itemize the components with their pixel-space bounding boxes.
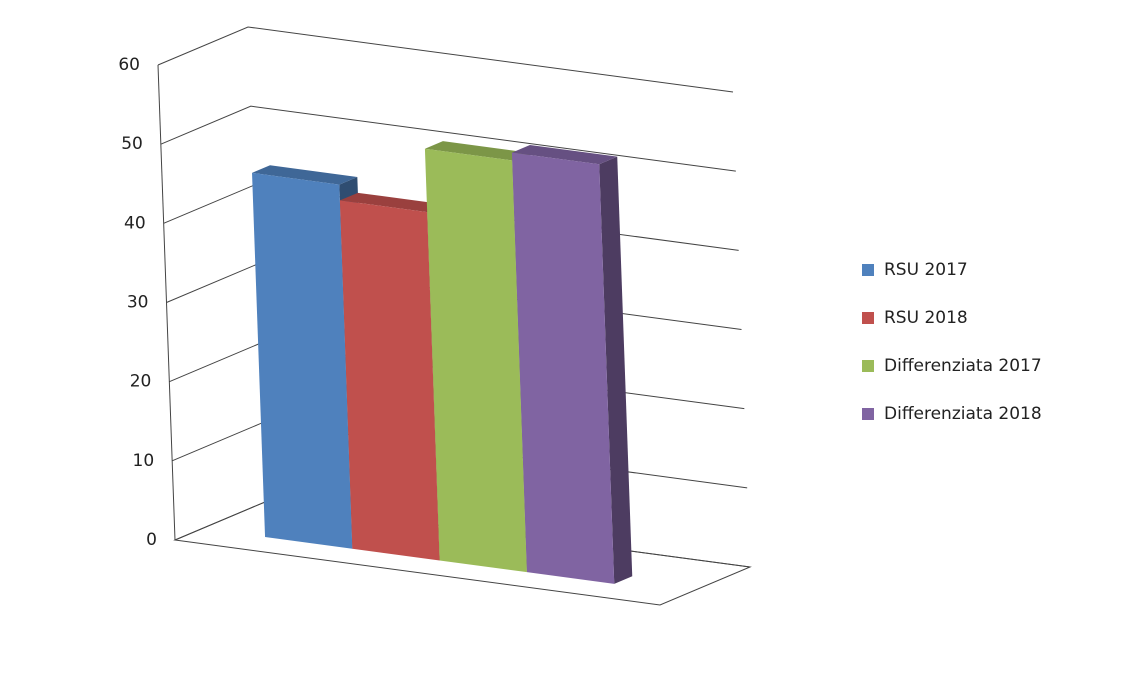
legend-label: Differenziata 2018 bbox=[884, 404, 1042, 424]
bar-front bbox=[511, 152, 615, 584]
plot-area: 0 10 20 30 40 50 60 bbox=[118, 26, 752, 606]
legend-label: Differenziata 2017 bbox=[884, 356, 1042, 376]
bar-front bbox=[424, 148, 527, 573]
grid-line bbox=[160, 105, 736, 172]
y-tick-label: 50 bbox=[121, 134, 143, 154]
legend-swatch bbox=[862, 360, 874, 372]
y-tick-label: 20 bbox=[130, 372, 152, 392]
bar-side bbox=[599, 156, 633, 584]
bar-top bbox=[511, 144, 618, 165]
legend-label: RSU 2018 bbox=[884, 308, 968, 328]
bar bbox=[511, 144, 633, 584]
legend: RSU 2017 RSU 2018 Differenziata 2017 Differ… bbox=[862, 260, 1042, 424]
y-tick-label: 40 bbox=[124, 213, 146, 233]
legend-swatch bbox=[862, 312, 874, 324]
y-tick-label: 30 bbox=[127, 293, 149, 313]
y-tick-label: 10 bbox=[133, 451, 155, 471]
legend-swatch bbox=[862, 264, 874, 276]
grid-line bbox=[157, 26, 734, 93]
y-tick-label: 0 bbox=[146, 530, 157, 550]
y-tick-label: 60 bbox=[118, 55, 140, 75]
bar-top bbox=[339, 192, 446, 213]
bar-front bbox=[339, 200, 440, 561]
legend-swatch bbox=[862, 408, 874, 420]
bar-top bbox=[252, 165, 358, 185]
bar-top bbox=[424, 141, 531, 161]
bar-front bbox=[252, 172, 353, 549]
legend-label: RSU 2017 bbox=[884, 260, 968, 280]
